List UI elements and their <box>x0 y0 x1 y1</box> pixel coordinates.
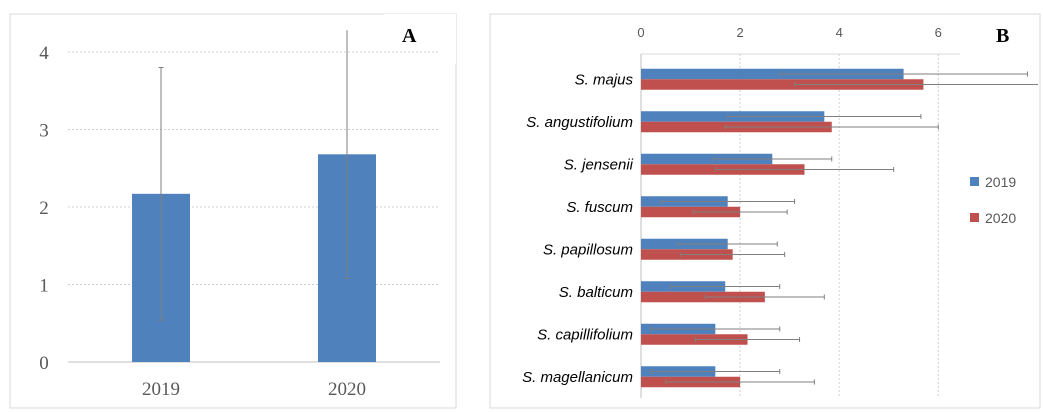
panel-b-category-label: S. capillifolium <box>537 326 633 343</box>
panel-b-gridlines <box>640 54 939 398</box>
panel-a-y-tick-label: 0 <box>39 353 49 374</box>
panel-b: B 0 2 4 6 S. majus S. angustifolium S. jensen… <box>489 13 1041 409</box>
panel-b-legend: 2019 2020 <box>970 174 1016 226</box>
panel-a-y-tick-label: 2 <box>39 198 49 219</box>
panel-a-x-tick-label: 2019 <box>142 379 180 400</box>
panel-a: A 0 1 2 3 4 2019 2020 <box>9 13 457 409</box>
panel-a-label: A <box>402 25 417 47</box>
panel-a-y-tick-label: 1 <box>39 276 49 297</box>
panel-b-x-ticks: 0 2 4 6 <box>637 25 942 40</box>
panel-b-category-label: S. magellanicum <box>522 369 633 386</box>
legend-swatch-2020 <box>970 213 979 222</box>
panel-a-x-ticks: 2019 2020 <box>142 379 366 400</box>
panel-b-category-label: S. fuscum <box>566 199 633 216</box>
legend-label-2020: 2020 <box>985 210 1016 226</box>
panel-b-label: B <box>996 25 1009 47</box>
panel-b-category-labels: S. majus S. angustifolium S. jensenii S. fu… <box>522 71 634 386</box>
panel-b-bar-2019 <box>641 68 904 80</box>
panel-b-x-tick-label: 0 <box>637 25 644 40</box>
panel-a-y-ticks: 0 1 2 3 4 <box>39 43 49 374</box>
panel-b-bars <box>641 68 1038 388</box>
panel-b-bar-2020 <box>641 79 924 90</box>
panel-b-x-tick-label: 2 <box>736 25 743 40</box>
panel-b-category-label: S. majus <box>575 71 634 88</box>
panel-b-bar-2020 <box>641 206 741 218</box>
panel-a-y-tick-label: 4 <box>39 43 49 64</box>
panel-b-category-label: S. angustifolium <box>526 114 633 131</box>
panel-a-bars <box>132 30 376 362</box>
panel-b-category-label: S. balticum <box>559 284 633 301</box>
panel-b-bar-2020 <box>641 334 748 345</box>
panel-a-x-tick-label: 2020 <box>328 379 366 400</box>
legend-label-2019: 2019 <box>985 174 1016 190</box>
panel-a-letter-bg <box>384 14 456 64</box>
panel-b-border <box>489 13 1041 409</box>
panel-b-bar-2019 <box>641 153 773 165</box>
panel-b-x-tick-label: 6 <box>935 25 942 40</box>
panel-b-category-label: S. papillosum <box>543 241 633 258</box>
legend-swatch-2019 <box>970 177 979 186</box>
panel-b-x-tick-label: 4 <box>836 25 843 40</box>
panel-a-y-tick-label: 3 <box>39 121 49 142</box>
panel-a-border <box>9 13 457 409</box>
panel-b-bar-2020 <box>641 291 765 303</box>
panel-b-category-label: S. jensenii <box>564 156 634 173</box>
panel-a-gridlines <box>68 51 440 363</box>
